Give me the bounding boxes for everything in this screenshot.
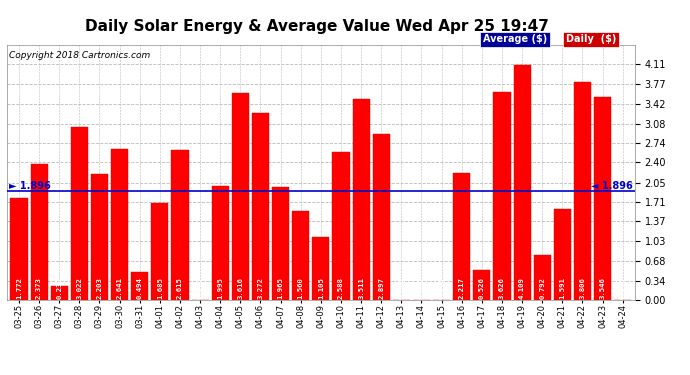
Bar [493,92,511,300]
Text: 1.105: 1.105 [318,278,324,299]
Bar [333,152,350,300]
Bar [171,150,188,300]
Text: 1.560: 1.560 [297,278,304,299]
Text: 1.591: 1.591 [560,278,565,299]
Bar [313,237,329,300]
Text: Average ($): Average ($) [483,34,547,44]
Bar [212,186,229,300]
Text: 3.806: 3.806 [580,278,586,299]
Text: 3.616: 3.616 [237,278,244,299]
Text: 3.626: 3.626 [499,278,505,299]
Text: Copyright 2018 Cartronics.com: Copyright 2018 Cartronics.com [9,51,150,60]
Bar [111,148,128,300]
Bar [131,272,148,300]
Text: 4.109: 4.109 [519,278,525,299]
Text: 0.000: 0.000 [398,278,404,299]
Bar [292,211,309,300]
Bar [252,112,269,300]
Text: 3.272: 3.272 [257,278,264,299]
Text: 3.511: 3.511 [358,278,364,299]
Text: 0.526: 0.526 [479,278,485,299]
Text: Daily Solar Energy & Average Value Wed Apr 25 19:47: Daily Solar Energy & Average Value Wed A… [86,19,549,34]
Text: 1.772: 1.772 [16,278,22,299]
Bar [151,204,168,300]
Bar [353,99,370,300]
Text: 2.641: 2.641 [117,278,123,299]
Bar [574,82,591,300]
Bar [453,173,471,300]
Text: Daily  ($): Daily ($) [566,34,616,44]
Text: 2.897: 2.897 [378,278,384,299]
Text: 3.022: 3.022 [77,278,82,299]
Bar [513,64,531,300]
Text: 0.792: 0.792 [539,278,545,299]
Text: 3.546: 3.546 [600,278,606,299]
Bar [10,198,28,300]
Bar [473,270,491,300]
Text: 1.965: 1.965 [277,278,284,299]
Text: 2.373: 2.373 [36,278,42,299]
Bar [594,97,611,300]
Bar [232,93,249,300]
Text: ◄ 1.896: ◄ 1.896 [591,182,633,191]
Bar [554,209,571,300]
Bar [373,134,390,300]
Bar [30,164,48,300]
Text: 0.000: 0.000 [439,278,444,299]
Bar [50,286,68,300]
Text: 2.615: 2.615 [177,278,183,299]
Text: 0.000: 0.000 [620,278,626,299]
Text: 0.000: 0.000 [418,278,424,299]
Bar [91,174,108,300]
Bar [272,188,289,300]
Text: 1.995: 1.995 [217,278,224,299]
Text: 2.588: 2.588 [338,278,344,299]
Text: 0.238: 0.238 [56,278,62,299]
Bar [71,127,88,300]
Text: 1.685: 1.685 [157,278,163,299]
Text: 0.000: 0.000 [197,278,203,299]
Text: 2.203: 2.203 [97,278,103,299]
Text: 2.217: 2.217 [459,278,465,299]
Text: 0.494: 0.494 [137,278,143,299]
Text: ► 1.896: ► 1.896 [9,182,50,191]
Bar [533,255,551,300]
